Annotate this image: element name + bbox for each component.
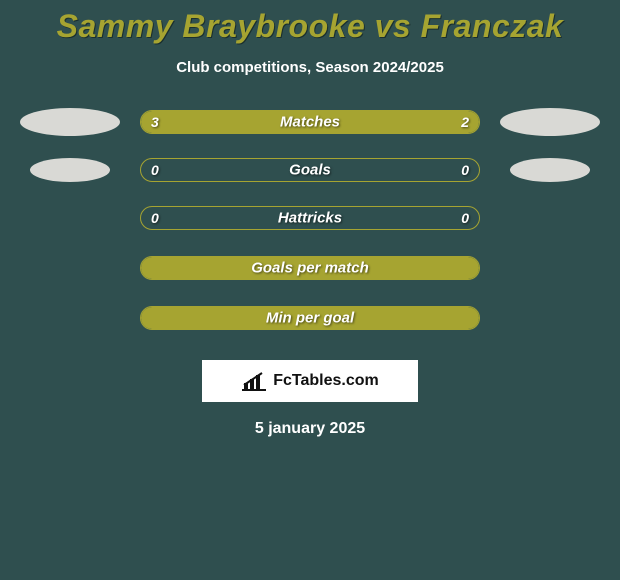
page-title: Sammy Braybrooke vs Franczak bbox=[0, 8, 620, 45]
stat-row: 0 0 Goals bbox=[10, 158, 610, 182]
stat-value-left: 0 bbox=[151, 210, 159, 226]
stat-bar: Goals per match bbox=[140, 256, 480, 280]
bar-fill-right bbox=[344, 111, 479, 133]
spacer bbox=[500, 254, 600, 282]
stat-value-left: 0 bbox=[151, 162, 159, 178]
spacer bbox=[20, 304, 120, 332]
comparison-card: Sammy Braybrooke vs Franczak Club compet… bbox=[0, 0, 620, 438]
subtitle: Club competitions, Season 2024/2025 bbox=[0, 59, 620, 76]
stat-bar: 0 0 Goals bbox=[140, 158, 480, 182]
player-marker-left bbox=[30, 158, 110, 182]
stat-value-right: 2 bbox=[461, 114, 469, 130]
stat-bar: 0 0 Hattricks bbox=[140, 206, 480, 230]
bar-chart-icon bbox=[241, 371, 267, 391]
stat-row: Goals per match bbox=[10, 254, 610, 282]
stat-value-right: 0 bbox=[461, 210, 469, 226]
stat-row: 3 2 Matches bbox=[10, 108, 610, 136]
stat-rows: 3 2 Matches 0 0 Goals 0 0 Hattricks Goals per mat… bbox=[0, 108, 620, 332]
date-label: 5 january 2025 bbox=[0, 420, 620, 438]
stat-value-left: 3 bbox=[151, 114, 159, 130]
spacer bbox=[20, 204, 120, 232]
stat-row: 0 0 Hattricks bbox=[10, 204, 610, 232]
stat-value-right: 0 bbox=[461, 162, 469, 178]
player-marker-right bbox=[510, 158, 590, 182]
stat-bar: 3 2 Matches bbox=[140, 110, 480, 134]
spacer bbox=[500, 304, 600, 332]
player-marker-right bbox=[500, 108, 600, 136]
stat-label: Min per goal bbox=[266, 310, 354, 327]
player-marker-left bbox=[20, 108, 120, 136]
spacer bbox=[500, 204, 600, 232]
stat-row: Min per goal bbox=[10, 304, 610, 332]
stat-label: Goals per match bbox=[251, 260, 369, 277]
stat-label: Goals bbox=[289, 162, 331, 179]
logo-text: FcTables.com bbox=[273, 372, 379, 390]
logo-banner: FcTables.com bbox=[202, 360, 418, 402]
stat-label: Matches bbox=[280, 114, 340, 131]
stat-bar: Min per goal bbox=[140, 306, 480, 330]
stat-label: Hattricks bbox=[278, 210, 342, 227]
spacer bbox=[20, 254, 120, 282]
